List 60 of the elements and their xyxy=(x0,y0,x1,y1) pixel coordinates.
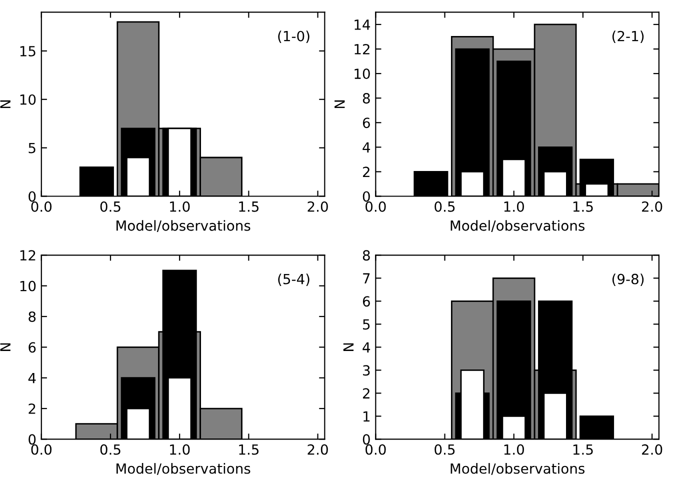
y-tick-label: 0 xyxy=(28,191,36,202)
x-tick-label: 0.0 xyxy=(366,444,386,455)
x-axis-title: Model/observations xyxy=(116,220,250,232)
y-tick-label: 8 xyxy=(28,311,36,322)
y-axis-title: N xyxy=(334,100,345,108)
x-tick-label: 0.5 xyxy=(100,201,120,212)
y-tick-label: 7 xyxy=(363,273,370,284)
y-tick-label: 0 xyxy=(362,434,370,445)
y-tick-label: 10 xyxy=(20,280,36,292)
x-axis-title: Model/observations xyxy=(450,463,585,475)
y-tick-label: 5 xyxy=(28,142,36,154)
x-tick-label: 1.0 xyxy=(504,444,524,455)
x-tick-label: 0.0 xyxy=(366,201,386,212)
y-tick-label: 8 xyxy=(362,250,370,261)
x-tick-label: 1.5 xyxy=(573,444,593,455)
y-tick-label: 1 xyxy=(364,411,370,422)
x-tick-label: 0.0 xyxy=(31,444,52,455)
y-tick-label: 6 xyxy=(362,296,370,307)
x-tick-label: 2.0 xyxy=(642,201,662,212)
y-tick-label: 5 xyxy=(363,319,370,330)
y-tick-label: 10 xyxy=(20,94,36,105)
y-tick-label: 8 xyxy=(362,93,370,104)
y-tick-label: 4 xyxy=(362,342,370,352)
y-tick-label: 14 xyxy=(354,20,370,30)
y-tick-label: 2 xyxy=(362,388,370,398)
y-tick-label: 4 xyxy=(362,142,370,152)
x-tick-label: 1.0 xyxy=(170,444,190,455)
y-tick-label: 4 xyxy=(28,373,36,384)
annotation: (9-8) xyxy=(612,274,644,286)
x-tick-label: 1.5 xyxy=(239,444,259,455)
annotation: (1-0) xyxy=(278,30,310,43)
y-tick-label: 10 xyxy=(354,68,370,80)
annotation: (5-4) xyxy=(278,274,310,286)
y-tick-label: 6 xyxy=(28,342,36,353)
y-tick-label: 0 xyxy=(28,434,36,445)
x-tick-label: 2.0 xyxy=(642,444,662,455)
y-axis-title: N xyxy=(0,343,10,352)
y-axis-title: N xyxy=(0,100,10,108)
x-tick-label: 1.0 xyxy=(504,201,524,212)
y-tick-label: 0 xyxy=(362,191,370,202)
x-tick-label: 2.0 xyxy=(308,201,328,212)
x-tick-label: 1.5 xyxy=(239,202,259,212)
y-tick-label: 12 xyxy=(20,250,36,260)
x-tick-label: 1.0 xyxy=(170,201,190,212)
y-tick-label: 3 xyxy=(363,365,370,376)
x-tick-label: 2.0 xyxy=(308,444,328,455)
y-tick-label: 2 xyxy=(362,166,370,177)
y-tick-label: 2 xyxy=(28,403,36,414)
annotation: (2-1) xyxy=(612,30,644,43)
x-tick-label: 1.5 xyxy=(573,202,593,212)
x-axis-title: Model/observations xyxy=(450,220,585,232)
y-tick-label: 15 xyxy=(20,46,36,56)
x-axis-title: Model/observations xyxy=(116,463,250,475)
y-tick-label: 12 xyxy=(354,44,370,54)
x-tick-label: 0.5 xyxy=(100,444,120,455)
y-tick-label: 6 xyxy=(362,118,370,128)
x-tick-label: 0.5 xyxy=(434,444,455,455)
y-axis-title: N xyxy=(343,343,354,352)
x-tick-label: 0.5 xyxy=(434,201,455,212)
x-tick-label: 0.0 xyxy=(31,201,52,212)
